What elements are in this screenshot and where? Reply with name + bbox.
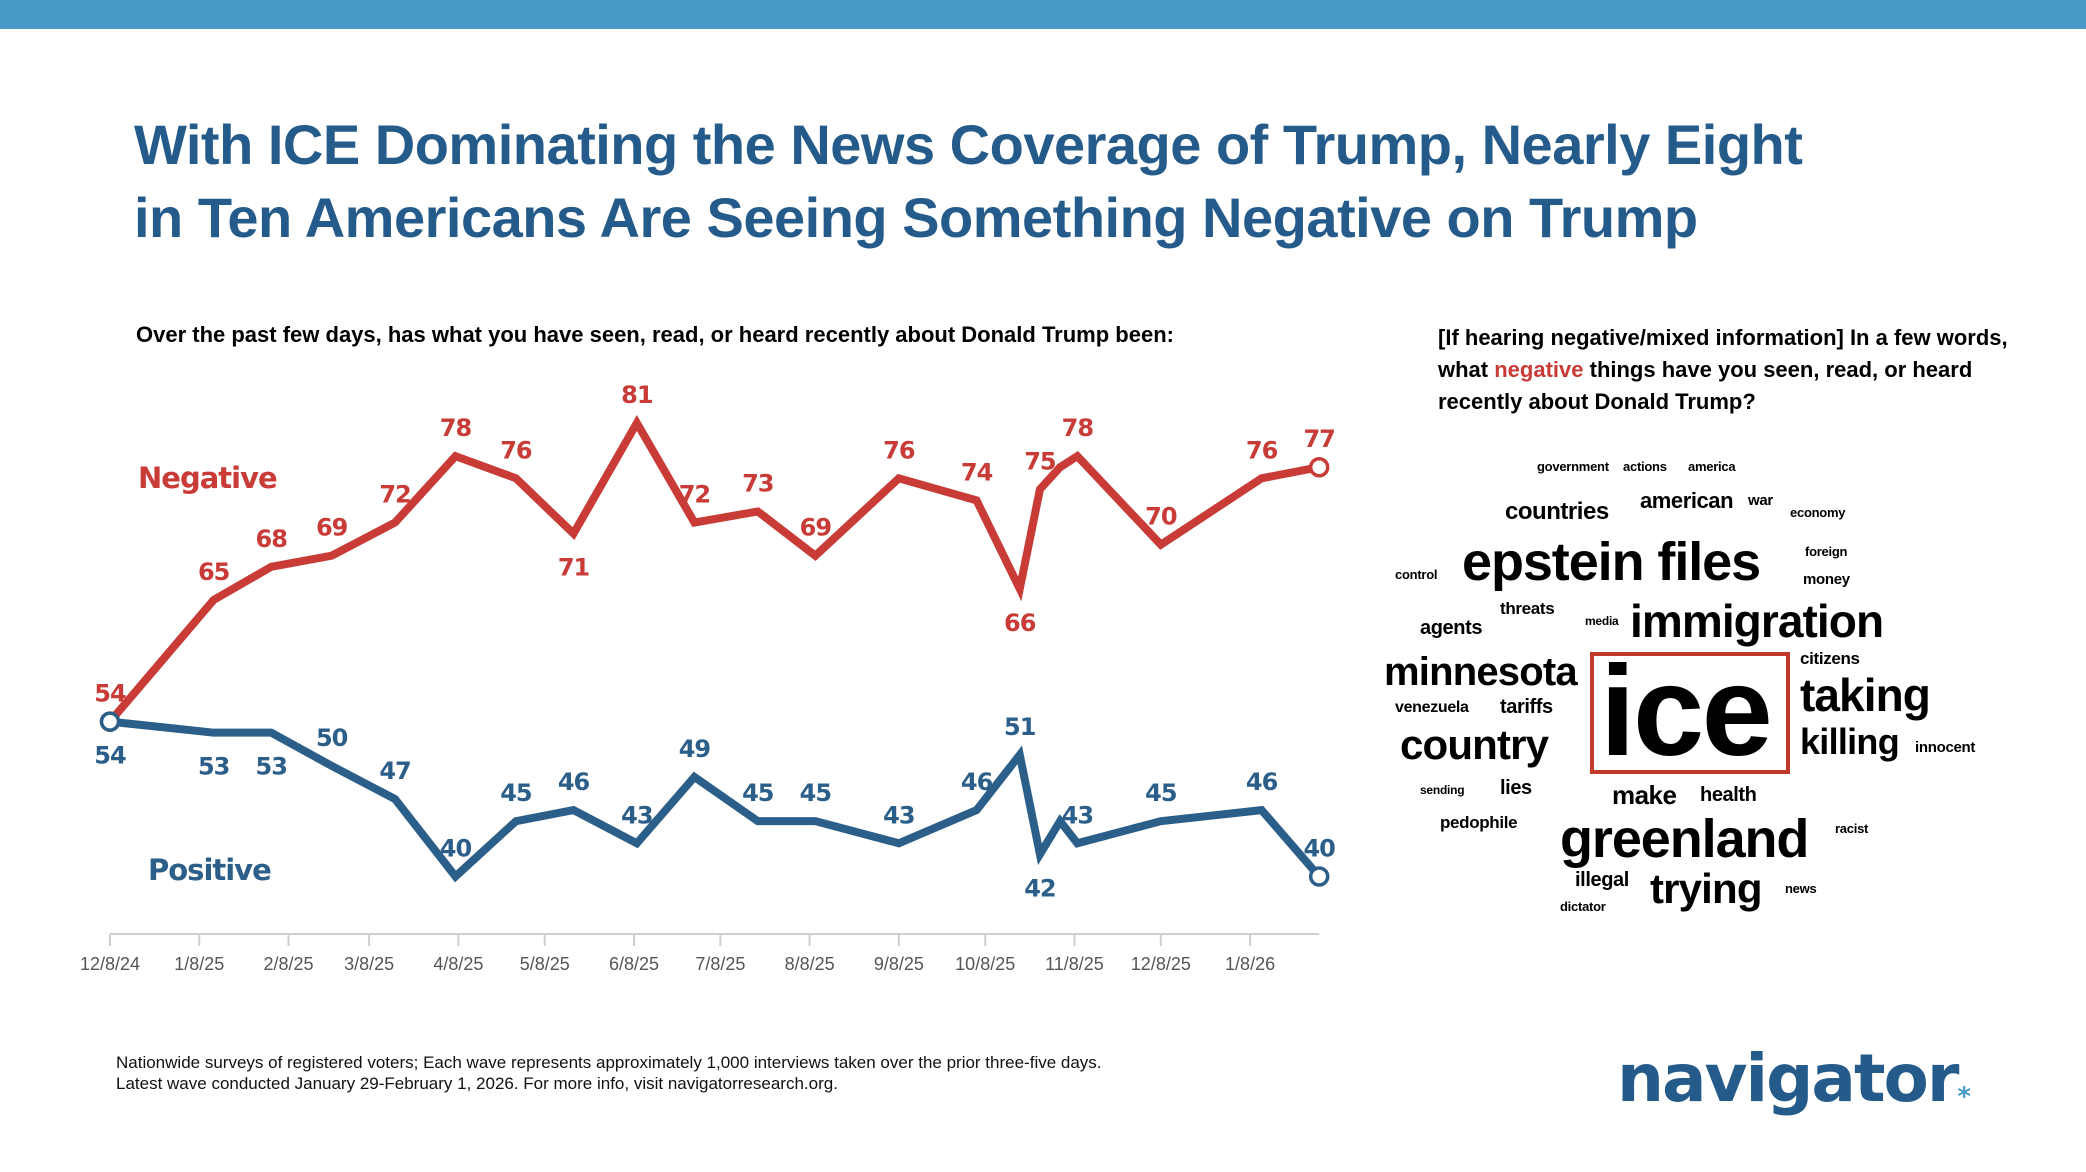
footer-line-2: Latest wave conducted January 29-Februar… [116,1074,838,1093]
data-label: 45 [742,779,774,807]
x-tick-label: 8/8/25 [785,954,835,974]
data-label: 43 [1062,801,1093,829]
navigator-logo: navigator* [1617,1040,1971,1117]
data-label: 78 [440,414,472,442]
top-accent-bar [0,0,2086,29]
data-label: 45 [800,779,832,807]
x-tick-label: 5/8/25 [520,954,570,974]
data-label: 42 [1024,874,1055,902]
data-label: 46 [1246,768,1278,796]
data-label: 78 [1062,414,1094,442]
chart-question: Over the past few days, has what you hav… [136,322,1174,347]
data-label: 76 [883,436,915,464]
data-label: 50 [316,724,348,752]
footer-note: Nationwide surveys of registered voters;… [116,1052,1102,1094]
data-label: 54 [94,742,126,770]
data-label: 47 [379,757,410,785]
title-line-2: in Ten Americans Are Seeing Something Ne… [134,186,1698,249]
data-label: 77 [1303,425,1334,453]
data-label: 46 [961,768,993,796]
x-tick-label: 12/8/25 [1131,954,1191,974]
data-label: 73 [742,469,773,497]
x-tick-label: 4/8/25 [433,954,483,974]
data-label: 51 [1004,713,1036,741]
data-label: 43 [883,801,914,829]
x-tick-label: 7/8/25 [695,954,745,974]
data-label: 40 [1303,834,1335,862]
data-label: 43 [621,801,652,829]
footer-line-1: Nationwide surveys of registered voters;… [116,1053,1102,1072]
x-tick-label: 1/8/25 [174,954,224,974]
x-tick-label: 9/8/25 [874,954,924,974]
data-label: 70 [1145,503,1177,531]
x-tick-label: 1/8/26 [1225,954,1275,974]
endpoint-marker [99,711,121,732]
x-tick-label: 2/8/25 [263,954,313,974]
wordcloud-question: [If hearing negative/mixed information] … [1438,322,2058,418]
page-title: With ICE Dominating the News Coverage of… [134,108,1803,254]
data-label: 45 [500,779,532,807]
data-label: 65 [198,558,230,586]
data-label: 75 [1024,447,1056,475]
series-label-positive: Positive [148,853,271,887]
series-line-positive [109,717,1323,883]
data-label: 45 [1145,779,1177,807]
x-tick-label: 11/8/25 [1045,954,1104,974]
data-label: 46 [558,768,590,796]
logo-text: navigator [1617,1040,1959,1117]
question-highlight: negative [1494,357,1584,382]
data-label: 81 [621,381,653,409]
data-label: 71 [558,554,590,582]
data-label: 74 [961,458,993,486]
data-label: 49 [679,735,711,763]
x-tick-label: 10/8/25 [955,954,1015,974]
data-label: 40 [440,834,472,862]
x-tick-label: 6/8/25 [609,954,659,974]
data-label: 68 [256,525,288,553]
endpoint-marker [1308,456,1330,478]
data-label: 69 [800,514,832,542]
data-label: 76 [1246,436,1278,464]
question-prefix: [If hearing negative/mixed information] … [1438,325,2008,382]
data-label: 54 [94,680,126,708]
data-label: 72 [379,481,410,509]
endpoint-marker [1308,866,1330,887]
logo-asterisk: * [1957,1082,1971,1112]
data-label: 72 [679,481,710,509]
series-line-negative [106,414,1320,725]
data-label: 76 [500,436,532,464]
title-line-1: With ICE Dominating the News Coverage of… [134,113,1803,176]
series-label-negative: Negative [138,461,277,495]
data-label: 53 [198,753,229,781]
x-tick-label: 3/8/25 [344,954,394,974]
x-tick-label: 12/8/24 [80,954,140,974]
data-label: 66 [1004,609,1036,637]
data-label: 69 [316,514,348,542]
data-label: 53 [256,753,287,781]
question-suffix: things have you seen, read, or heard rec… [1438,357,1973,414]
